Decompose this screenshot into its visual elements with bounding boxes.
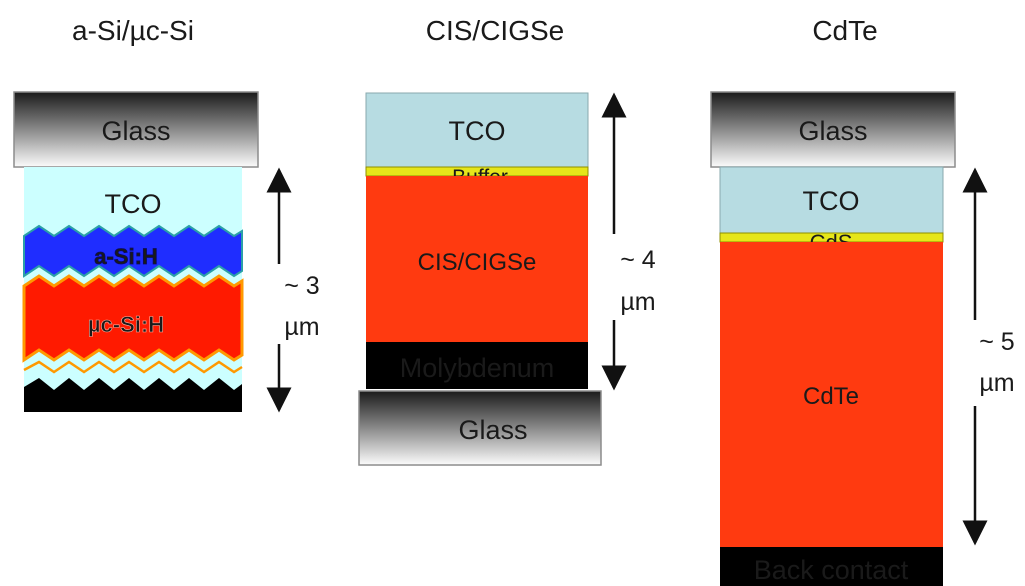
- tco-label: TCO: [803, 186, 860, 216]
- column-cdte: CdTe Glass TCO CdS CdTe Back contact ~ 5…: [710, 15, 1025, 586]
- back-contact-label: Back contact: [754, 555, 909, 585]
- column-asi-ucsi: a-Si/µc-Si Glass TCO a-Si:H µc-Si:H ~ 3 …: [13, 15, 336, 413]
- thickness-value: ~ 4: [620, 246, 656, 274]
- absorber-label: CdTe: [803, 383, 859, 410]
- uc-si-label: µc-Si:H: [88, 312, 164, 337]
- a-si-layer: [23, 224, 243, 278]
- absorber-label: CIS/CIGSe: [418, 249, 537, 276]
- glass-layer: [13, 91, 259, 168]
- a-si-label: a-Si:H: [94, 244, 158, 269]
- column-title-cdte: CdTe: [812, 15, 877, 46]
- uc-si-layer: [22, 274, 244, 363]
- molybdenum-label: Molybdenum: [400, 353, 555, 383]
- arrow-label-bg: [268, 264, 336, 344]
- tco-label: TCO: [449, 116, 506, 146]
- arrow-label-bg: [603, 234, 671, 320]
- absorber-layer: [366, 176, 588, 342]
- column-cis-cigse: CIS/CIGSe TCO Buffer CIS/CIGSe Molybdenu…: [358, 15, 671, 466]
- glass-label: Glass: [458, 415, 527, 445]
- tco-label: TCO: [105, 189, 162, 219]
- glass-layer: [358, 390, 602, 466]
- thickness-value: ~ 3: [284, 272, 319, 300]
- glass-layer: [710, 91, 956, 168]
- column-title-asi-ucsi: a-Si/µc-Si: [72, 15, 194, 46]
- glass-label: Glass: [798, 116, 867, 146]
- asi-layer-stack: [22, 167, 244, 412]
- thickness-unit: µm: [979, 369, 1014, 397]
- tco-layer: [365, 92, 589, 168]
- glass-label: Glass: [101, 116, 170, 146]
- molybdenum-layer: [366, 342, 588, 389]
- back-contact-layer: [720, 547, 943, 586]
- tco-layer: [719, 166, 944, 234]
- column-title-cis-cigse: CIS/CIGSe: [426, 15, 564, 46]
- thickness-unit: µm: [284, 313, 319, 341]
- absorber-layer: [720, 242, 943, 547]
- back-contact-layer: [24, 378, 242, 412]
- arrow-label-bg: [962, 320, 1025, 406]
- thickness-unit: µm: [620, 288, 655, 316]
- contact-zigzag-line: [23, 360, 243, 374]
- thickness-value: ~ 5: [979, 328, 1014, 356]
